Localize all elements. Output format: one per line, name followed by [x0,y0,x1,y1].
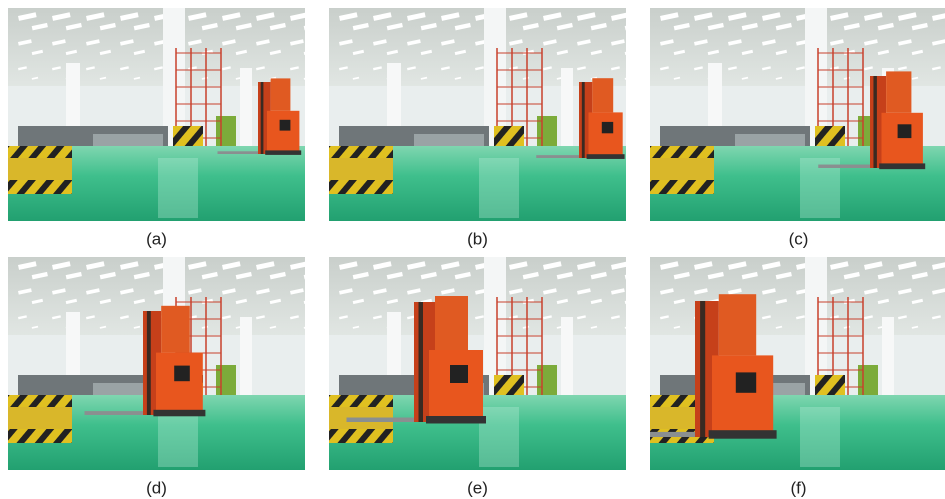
reflection [479,158,519,218]
base [709,430,777,439]
fork [85,411,150,415]
photo [8,8,320,221]
light [304,272,320,280]
mast-rail [147,311,151,415]
mast-rail [873,76,876,168]
base [879,163,925,169]
mast-rail [582,82,585,158]
light [625,50,636,55]
caption: (e) [467,478,488,497]
body [712,355,773,437]
panel [280,120,291,131]
mast-rail [700,301,705,437]
panel [898,124,912,138]
reflection [800,407,840,467]
light [304,299,315,304]
light [625,23,641,31]
panel [736,372,756,392]
photo [329,8,641,221]
column [882,317,894,397]
column [561,317,573,397]
tower [435,296,468,350]
caption: (d) [146,478,167,497]
fork [536,155,584,158]
fork [619,432,704,437]
panel [174,366,190,382]
barrier-face [329,158,393,180]
barrier-face [8,158,72,180]
panel [450,365,468,383]
photo [329,257,641,470]
caption: (c) [789,229,809,248]
body [429,350,483,422]
photo [619,257,945,470]
base [587,154,625,159]
body [267,111,299,154]
mast-rail [261,82,264,154]
light [304,50,315,55]
body [589,112,623,158]
tower [161,306,190,353]
base [153,410,205,417]
fork [347,418,422,423]
reflection [158,158,198,218]
fork [818,165,876,168]
base [265,150,301,155]
caption: (f) [790,478,806,497]
column [240,68,252,148]
base [426,416,486,424]
barrier-face [8,407,72,429]
light [304,23,320,31]
light [625,299,636,304]
caption: (b) [467,229,488,248]
tower [592,78,613,112]
tower [271,78,291,110]
figure: (a) (b) (c) (d) (e) (f) [0,0,945,499]
column [561,68,573,148]
barrier-face [650,158,714,180]
mast-rail [419,302,424,422]
tower [719,294,756,355]
photo [8,257,320,470]
caption: (a) [146,229,167,248]
photo [650,8,945,221]
light [625,272,641,280]
tower [886,71,911,112]
fork [218,151,263,154]
panel [602,122,613,133]
body [156,353,203,415]
column [240,317,252,397]
body [882,113,923,168]
